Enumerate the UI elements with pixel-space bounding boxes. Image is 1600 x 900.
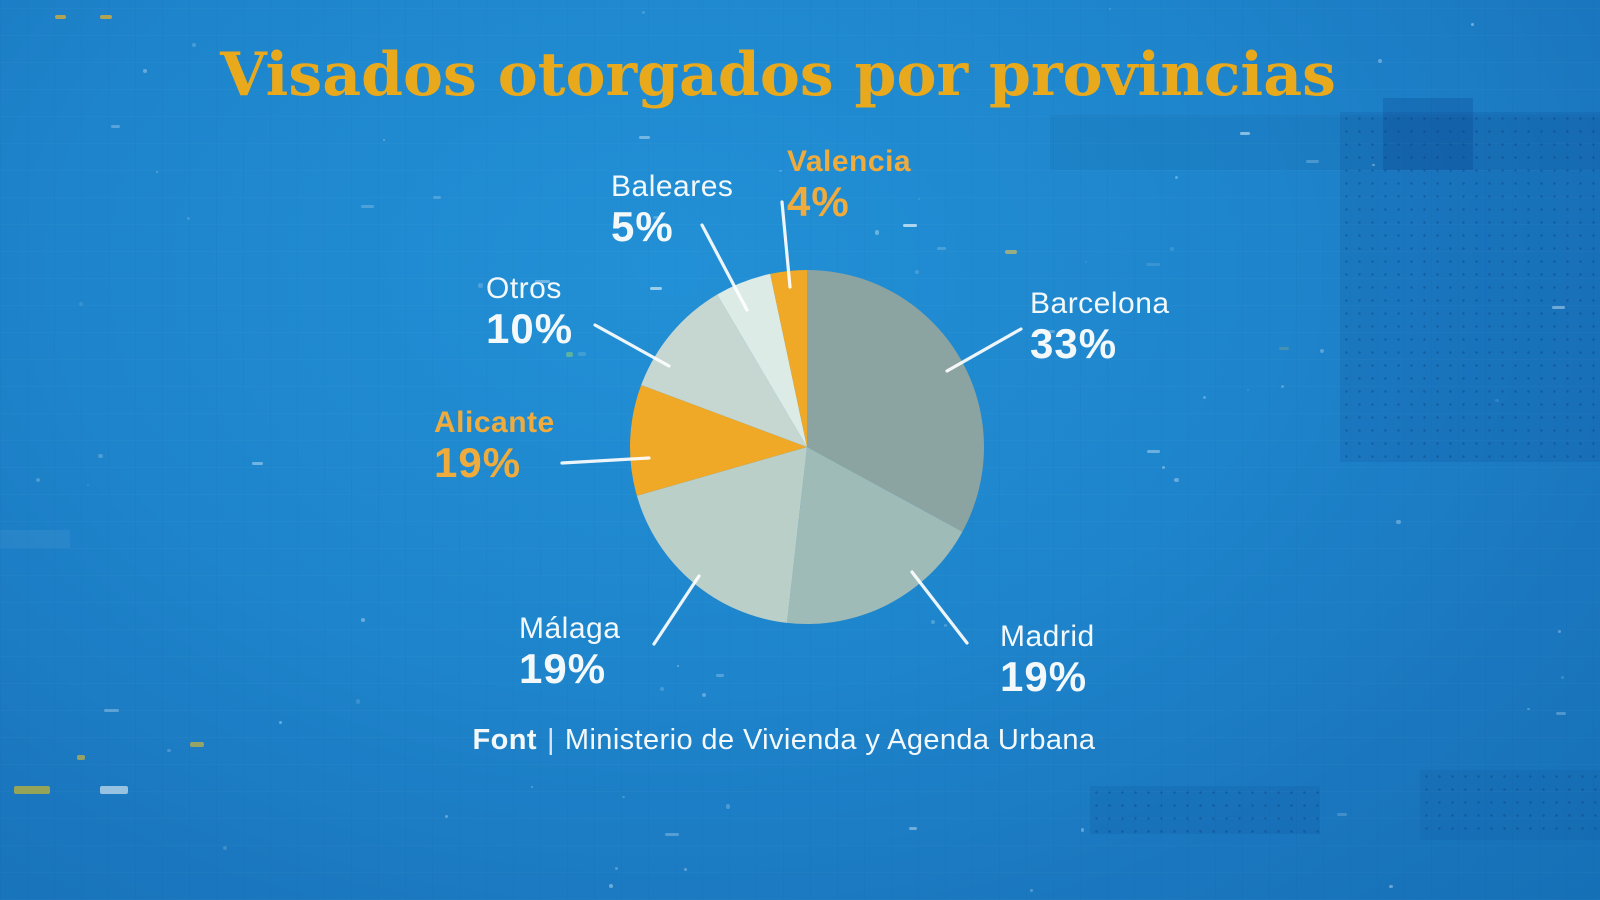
callout-baleares: Baleares 5% [611, 170, 733, 248]
source-text: Ministerio de Vivienda y Agenda Urbana [564, 724, 1096, 756]
pie-slice-alicante [630, 385, 807, 496]
callout-malaga: Málaga 19% [519, 612, 620, 690]
leader-line-malaga [652, 574, 701, 646]
slice-name-valencia: Valencia [787, 145, 912, 178]
slice-name-alicante: Alicante [434, 406, 555, 439]
slice-pct-malaga: 19% [519, 645, 607, 692]
source-separator: | [546, 724, 555, 756]
slice-name-malaga: Málaga [519, 612, 621, 645]
slice-name-baleares: Baleares [611, 170, 734, 203]
slice-name-otros: Otros [486, 272, 562, 305]
slice-pct-otros: 10% [486, 305, 574, 352]
source-prefix: Font [472, 724, 537, 756]
leader-line-otros [593, 323, 671, 368]
slice-name-barcelona: Barcelona [1030, 287, 1170, 320]
leader-line-valencia [780, 200, 792, 289]
leader-line-barcelona [945, 327, 1023, 373]
slice-pct-alicante: 19% [434, 439, 522, 486]
callout-valencia: Valencia 4% [787, 145, 911, 223]
callout-alicante: Alicante 19% [434, 406, 555, 484]
pie-slice-barcelona [807, 270, 984, 532]
slice-pct-valencia: 4% [787, 178, 850, 225]
pie-slice-baleares [717, 273, 807, 447]
slice-pct-barcelona: 33% [1030, 320, 1118, 367]
leader-line-madrid [910, 570, 969, 645]
slice-pct-madrid: 19% [1000, 653, 1088, 700]
pie-slice-malaga [636, 447, 807, 623]
slice-pct-baleares: 5% [611, 203, 674, 250]
slice-name-madrid: Madrid [1000, 620, 1095, 653]
leader-line-baleares [700, 223, 749, 312]
callout-otros: Otros 10% [486, 272, 573, 350]
source-attribution: Font | Ministerio de Vivienda y Agenda Urb… [0, 724, 1584, 757]
callout-madrid: Madrid 19% [1000, 620, 1095, 698]
callout-barcelona: Barcelona 33% [1030, 287, 1170, 365]
chart-title: Visados otorgados por provincias [220, 40, 1336, 110]
pie-slice-otros [641, 294, 807, 447]
leader-line-alicante [560, 456, 651, 465]
pie-slice-valencia [770, 270, 807, 447]
